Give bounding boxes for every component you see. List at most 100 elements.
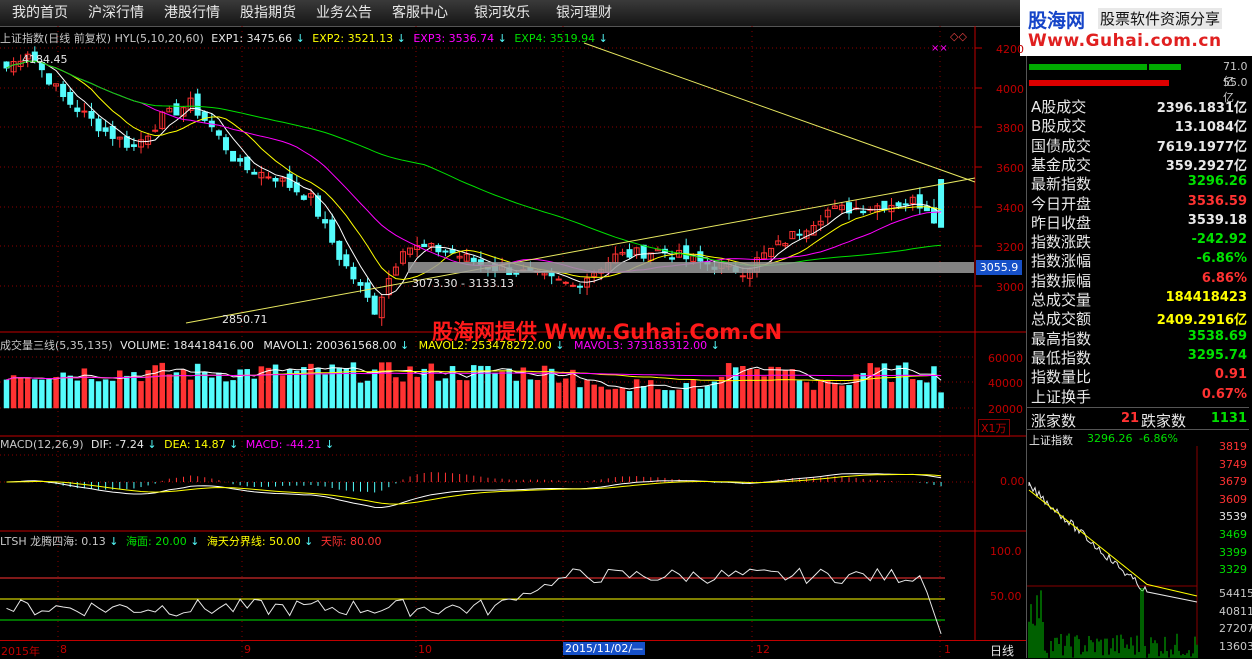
menu-shsz-quotes[interactable]: 沪深行情 (88, 5, 144, 21)
logo-slogan: 股票软件资源分享 (1098, 8, 1223, 29)
menu-galaxy-finance[interactable]: 银河理财 (556, 5, 612, 21)
volume-bar (853, 374, 859, 409)
volume-bar (279, 375, 286, 409)
y-tick: 3600 (996, 162, 1024, 175)
sidebar-row-value: -242.92 (1191, 232, 1247, 248)
volume-bar (683, 383, 689, 409)
sidebar-row-label: 今日开盘 (1031, 194, 1092, 213)
candle-body (938, 179, 945, 228)
candle-body (838, 204, 845, 211)
mini-price-line (1028, 481, 1198, 603)
candle-body (555, 278, 562, 281)
sidebar-row: 上证换手 0.67% (1027, 386, 1249, 406)
volume-bar (810, 389, 817, 409)
volume-bar (357, 382, 364, 409)
candle-body (329, 219, 336, 243)
volume-bar (605, 389, 612, 409)
volume-bar (669, 390, 675, 409)
candle-body (222, 137, 229, 151)
volume-bar (371, 369, 378, 409)
volume-bar (3, 379, 10, 409)
volume-bar (10, 375, 17, 409)
date-label: 10 (418, 643, 432, 656)
sidebar-row-value: 2396.1831亿 (1156, 101, 1247, 116)
diamond-icon[interactable]: ◇◇ (950, 30, 967, 43)
date-label: 1 (944, 643, 951, 656)
volume-bar (718, 376, 725, 409)
candle-body (272, 177, 279, 182)
sidebar-row-value: 3538.69 (1187, 328, 1247, 344)
menu-galaxy-fun[interactable]: 银河玫乐 (474, 5, 530, 21)
candle-body (187, 97, 194, 111)
menu-customer-service[interactable]: 客服中心 (392, 5, 448, 21)
sidebar-row: 指数涨跌 -242.92 (1027, 231, 1249, 252)
sidebar-row-label: 最高指数 (1031, 329, 1092, 348)
candle-body (683, 245, 690, 260)
candle-body (173, 103, 180, 116)
intraday-mini-chart[interactable] (1027, 446, 1252, 658)
candle-body (237, 158, 244, 162)
volume-bar (563, 378, 569, 409)
volume-bar (449, 366, 456, 409)
volume-bar (732, 367, 739, 409)
volume-bar (570, 369, 576, 409)
volume-bar (24, 377, 31, 409)
sidebar-row-label: 指数振幅 (1031, 271, 1092, 290)
candle-body (244, 156, 251, 171)
sidebar-row-value: 3539.18 (1187, 212, 1247, 228)
sidebar-row: A股成交 2396.1831亿 (1027, 96, 1249, 116)
candle-body (286, 173, 293, 188)
volume-bar (832, 383, 838, 409)
candle-body (152, 129, 159, 132)
sidebar-row: 指数振幅 6.86% (1027, 270, 1249, 290)
price-tag: 3055.9 (976, 260, 1022, 275)
candle-body (916, 194, 923, 209)
sidebar-row-value: 3536.59 (1187, 193, 1247, 209)
candle-body (88, 111, 95, 119)
volume-bar (548, 368, 555, 409)
volume-bar (138, 381, 144, 409)
volume-bar (676, 389, 682, 409)
period-label[interactable]: 日线 (990, 644, 1015, 658)
date-label: 9 (244, 643, 251, 656)
volume-bar (697, 388, 704, 409)
high-price-label: 4184.45 (22, 53, 68, 66)
mini-price-tick: 3399 (1219, 545, 1247, 559)
volume-bar (917, 380, 923, 409)
volume-bar (180, 369, 187, 409)
volume-bar (931, 366, 937, 409)
candle-body (81, 110, 88, 113)
main-chart-title: 上证指数(日线 前复权) HYL(5,10,20,60) (0, 32, 204, 45)
volume-bar (60, 372, 66, 409)
volume-bar (867, 363, 874, 409)
candle-body (350, 266, 357, 280)
sidebar-row-label: A股成交 (1031, 98, 1087, 116)
menu-announcements[interactable]: 业务公告 (316, 5, 372, 21)
volume-bar (626, 391, 633, 409)
menu-home[interactable]: 我的首页 (12, 5, 68, 21)
bar1-green-2 (1149, 64, 1181, 70)
volume-bar (216, 372, 222, 409)
y-tick: 3000 (996, 281, 1024, 294)
kline-chart-area[interactable] (0, 26, 1026, 658)
menu-hk-quotes[interactable]: 港股行情 (164, 5, 220, 21)
macd-chart-info: MACD(12,26,9) DIF: -7.24 ↓ DEA: 14.87 ↓ … (0, 438, 335, 451)
volume-bar (329, 364, 335, 409)
rise-fall-row: 涨家数 21 跌家数 1131 (1027, 407, 1249, 430)
candle-body (817, 220, 824, 226)
sidebar-row-value: 13.1084亿 (1174, 120, 1247, 136)
sidebar-row-label: 指数涨跌 (1031, 233, 1092, 252)
candle-body (315, 195, 322, 217)
main-chart-info: 上证指数(日线 前复权) HYL(5,10,20,60) EXP1: 3475.… (0, 32, 608, 45)
sidebar-row-value: 3295.74 (1187, 347, 1247, 363)
sidebar-row-label: 基金成交 (1031, 155, 1092, 174)
bar2-red (1029, 80, 1169, 86)
volume-bar (95, 381, 102, 409)
volume-bar (895, 365, 902, 409)
volume-bar (251, 378, 258, 409)
volume-bar (322, 374, 328, 409)
vol-tick: 20000 (988, 403, 1023, 416)
menu-index-futures[interactable]: 股指期货 (240, 5, 296, 21)
candle-body (322, 219, 329, 224)
range-label: 3073.30 - 3133.13 (412, 277, 514, 290)
